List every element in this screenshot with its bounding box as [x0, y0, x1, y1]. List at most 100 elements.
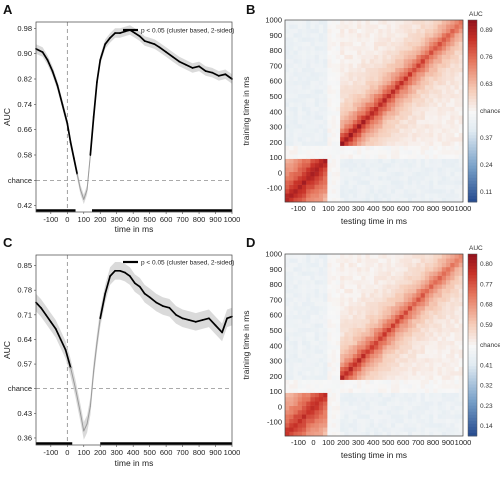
heatmap-cell: [437, 141, 443, 146]
heatmap-cell: [348, 80, 354, 86]
heatmap-cell: [446, 271, 451, 276]
heatmap-cell: [357, 197, 362, 203]
heatmap-cell: [433, 340, 438, 346]
heatmap-cell: [344, 119, 349, 125]
heatmap-cell: [403, 353, 409, 359]
heatmap-cell: [420, 163, 426, 168]
heatmap-cell: [335, 366, 341, 372]
heatmap-cell: [441, 431, 447, 437]
heatmap-cell: [454, 163, 460, 168]
heatmap-cell: [318, 345, 324, 350]
heatmap-cell: [352, 119, 358, 125]
heatmap-cell: [340, 180, 345, 185]
heatmap-cell: [420, 176, 426, 181]
heatmap-cell: [352, 414, 358, 419]
heatmap-cell: [458, 41, 464, 47]
heatmap-cell: [335, 284, 341, 289]
heatmap-cell: [420, 41, 426, 47]
heatmap-cell: [314, 293, 320, 298]
heatmap-cell: [365, 63, 371, 68]
y-axis-label-a: AUC: [2, 108, 12, 126]
heatmap-cell: [407, 353, 413, 359]
heatmap-cell: [433, 50, 438, 55]
heatmap-cell: [399, 124, 404, 129]
heatmap-cell: [314, 50, 320, 55]
heatmap-cell: [441, 275, 447, 281]
heatmap-cell: [416, 119, 421, 125]
heatmap-cell: [412, 46, 417, 51]
heatmap-cell: [285, 180, 290, 185]
heatmap-cell: [318, 154, 324, 159]
heatmap-cell: [390, 154, 396, 159]
heatmap-cell: [399, 85, 404, 90]
heatmap-cell: [327, 288, 332, 294]
heatmap-cell: [301, 193, 307, 198]
heatmap-cell: [454, 154, 460, 159]
heatmap-cell: [335, 392, 341, 398]
heatmap-cell: [293, 349, 298, 354]
heatmap-cell: [365, 297, 371, 302]
heatmap-cell: [314, 336, 320, 341]
heatmap-cell: [424, 392, 430, 398]
heatmap-cell: [374, 345, 379, 350]
heatmap-cell: [306, 297, 311, 302]
heatmap-cell: [390, 50, 396, 55]
heatmap-cell: [395, 323, 400, 328]
heatmap-cell: [386, 163, 392, 168]
heatmap-cell: [395, 193, 400, 198]
heatmap-cell: [458, 163, 464, 168]
heatmap-cell: [365, 349, 371, 354]
heatmap-cell: [382, 106, 387, 112]
heatmap-cell: [335, 141, 341, 146]
heatmap-cell: [441, 167, 447, 172]
heatmap-cell: [458, 332, 464, 337]
heatmap-cell: [399, 388, 404, 393]
heatmap-cell: [327, 418, 332, 424]
heatmap-cell: [412, 405, 417, 411]
heatmap-cell: [293, 375, 298, 380]
mean-line-segment: [143, 292, 151, 299]
heatmap-cell: [340, 427, 345, 432]
heatmap-cell: [293, 72, 298, 77]
heatmap-cell: [407, 80, 413, 86]
heatmap-cell: [395, 67, 400, 73]
heatmap-cell: [306, 24, 311, 29]
colorbar-frame: [467, 253, 478, 437]
heatmap-cell: [420, 80, 426, 86]
heatmap-cell: [458, 106, 464, 112]
heatmap-cell: [314, 54, 320, 60]
heatmap-cell: [344, 193, 349, 198]
heatmap-cell: [361, 150, 366, 155]
heatmap-cell: [407, 392, 413, 398]
x-tick-label: 400: [367, 438, 380, 447]
heatmap-cell: [374, 20, 379, 25]
heatmap-cell: [416, 132, 421, 138]
heatmap-cell: [382, 158, 387, 164]
heatmap-cell: [352, 150, 358, 155]
heatmap-cell: [369, 50, 375, 55]
mean-line-segment: [40, 306, 47, 316]
heatmap-cell: [301, 288, 307, 294]
heatmap-cell: [458, 124, 464, 129]
heatmap-cell: [395, 388, 400, 393]
heatmap-cell: [386, 132, 392, 138]
heatmap-cell: [306, 366, 311, 372]
heatmap-cell: [310, 371, 315, 376]
heatmap-cell: [301, 141, 307, 146]
heatmap-cell: [378, 319, 383, 324]
colorbar-segment: [468, 269, 477, 273]
heatmap-cell: [412, 431, 417, 437]
y-tick-label: 500: [269, 92, 282, 101]
heatmap-cell: [310, 388, 315, 393]
heatmap-cell: [285, 50, 290, 55]
heatmap-cell: [407, 275, 413, 281]
heatmap-cell: [293, 431, 298, 437]
heatmap-cell: [454, 388, 460, 393]
heatmap-cell: [327, 67, 332, 73]
heatmap-cell: [424, 358, 430, 363]
heatmap-cell: [390, 167, 396, 172]
heatmap-cell: [301, 405, 307, 411]
heatmap-cell: [382, 397, 387, 402]
heatmap-cell: [403, 150, 409, 155]
